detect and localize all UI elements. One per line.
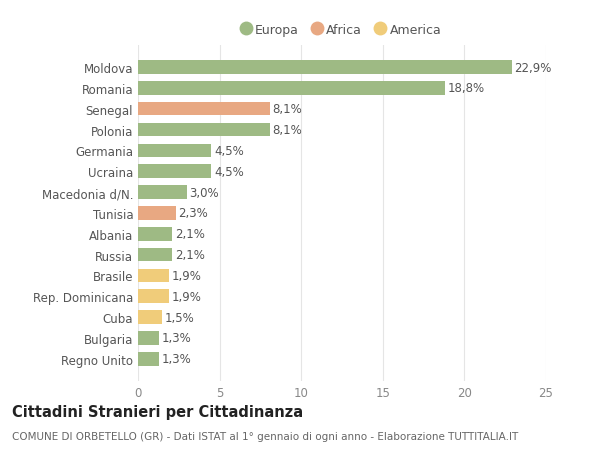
Text: 1,5%: 1,5% <box>165 311 194 324</box>
Text: 2,1%: 2,1% <box>175 228 205 241</box>
Legend: Europa, Africa, America: Europa, Africa, America <box>238 19 446 42</box>
Bar <box>138 103 270 116</box>
Bar <box>138 165 211 179</box>
Bar <box>138 331 159 345</box>
Text: 1,9%: 1,9% <box>172 290 202 303</box>
Bar <box>138 61 512 75</box>
Bar <box>138 269 169 283</box>
Text: Cittadini Stranieri per Cittadinanza: Cittadini Stranieri per Cittadinanza <box>12 404 303 419</box>
Text: 4,5%: 4,5% <box>214 145 244 157</box>
Text: 2,1%: 2,1% <box>175 248 205 262</box>
Text: 4,5%: 4,5% <box>214 165 244 179</box>
Bar <box>138 311 163 324</box>
Text: 8,1%: 8,1% <box>272 124 302 137</box>
Text: 22,9%: 22,9% <box>514 62 551 74</box>
Text: 1,3%: 1,3% <box>161 332 191 345</box>
Bar <box>138 186 187 199</box>
Bar <box>138 82 445 95</box>
Text: 1,9%: 1,9% <box>172 269 202 282</box>
Text: 8,1%: 8,1% <box>272 103 302 116</box>
Text: 18,8%: 18,8% <box>447 82 484 95</box>
Bar <box>138 123 270 137</box>
Bar <box>138 228 172 241</box>
Text: 1,3%: 1,3% <box>161 353 191 365</box>
Bar <box>138 352 159 366</box>
Text: 2,3%: 2,3% <box>178 207 208 220</box>
Text: 3,0%: 3,0% <box>190 186 219 199</box>
Text: COMUNE DI ORBETELLO (GR) - Dati ISTAT al 1° gennaio di ogni anno - Elaborazione : COMUNE DI ORBETELLO (GR) - Dati ISTAT al… <box>12 431 518 442</box>
Bar <box>138 248 172 262</box>
Bar <box>138 290 169 303</box>
Bar <box>138 144 211 158</box>
Bar <box>138 207 176 220</box>
